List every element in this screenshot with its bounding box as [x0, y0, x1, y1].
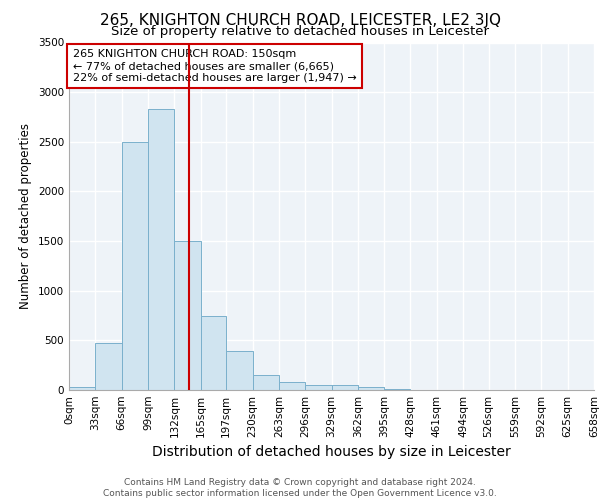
Bar — [253, 375, 279, 390]
Bar — [148, 109, 175, 390]
Bar — [200, 316, 226, 390]
Text: Size of property relative to detached houses in Leicester: Size of property relative to detached ho… — [111, 25, 489, 38]
Bar — [122, 142, 148, 390]
Text: 265 KNIGHTON CHURCH ROAD: 150sqm
← 77% of detached houses are smaller (6,665)
22: 265 KNIGHTON CHURCH ROAD: 150sqm ← 77% o… — [73, 50, 357, 82]
Bar — [95, 344, 122, 390]
Bar — [226, 352, 253, 390]
Y-axis label: Number of detached properties: Number of detached properties — [19, 123, 32, 309]
Text: 265, KNIGHTON CHURCH ROAD, LEICESTER, LE2 3JQ: 265, KNIGHTON CHURCH ROAD, LEICESTER, LE… — [100, 12, 500, 28]
Bar — [358, 387, 384, 390]
Bar — [279, 382, 305, 390]
Bar — [69, 387, 95, 390]
Bar — [175, 241, 200, 390]
Bar — [331, 384, 358, 390]
X-axis label: Distribution of detached houses by size in Leicester: Distribution of detached houses by size … — [152, 446, 511, 460]
Text: Contains HM Land Registry data © Crown copyright and database right 2024.
Contai: Contains HM Land Registry data © Crown c… — [103, 478, 497, 498]
Bar — [384, 388, 410, 390]
Bar — [305, 384, 331, 390]
